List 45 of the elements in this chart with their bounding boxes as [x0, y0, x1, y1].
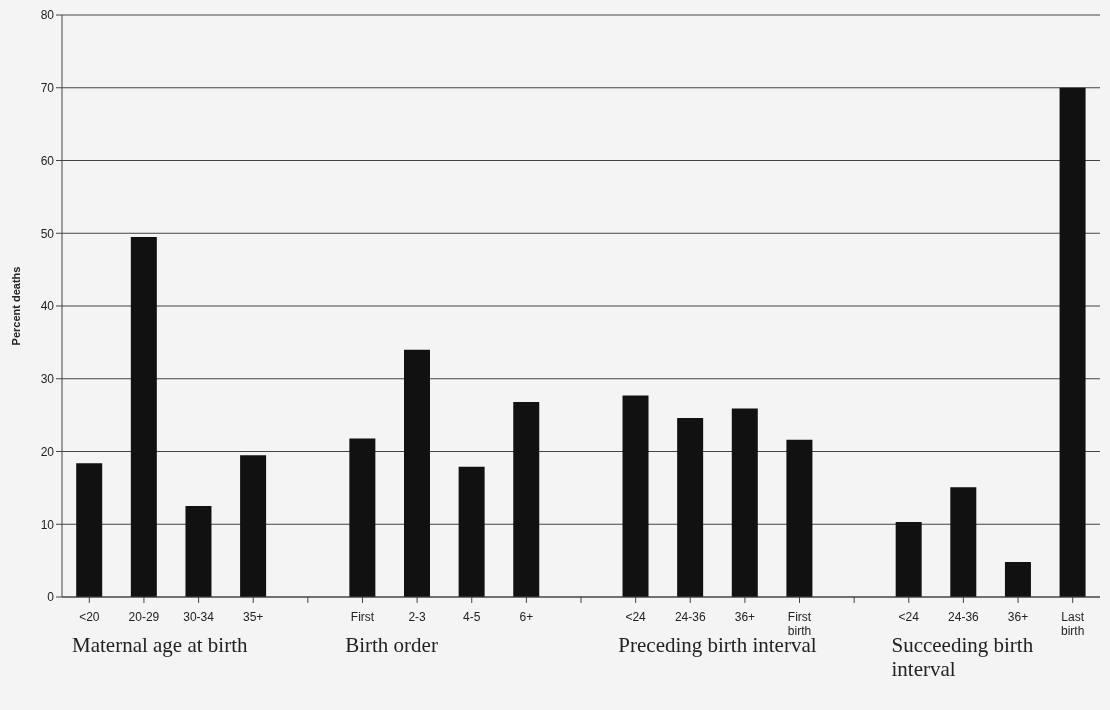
y-tick-label: 10 — [40, 517, 55, 532]
bar — [622, 395, 649, 597]
y-tick-label: 30 — [40, 372, 55, 387]
y-tick-label: 20 — [40, 444, 55, 459]
bar — [1059, 87, 1086, 597]
y-tick-label: 60 — [40, 153, 55, 168]
bar — [950, 487, 977, 597]
bar — [895, 522, 922, 597]
y-tick-label: 70 — [40, 81, 55, 96]
x-tick-label: 2-3 — [408, 610, 427, 624]
x-tick-label: 35+ — [243, 610, 264, 624]
x-tick-label: 36+ — [734, 610, 756, 624]
text: Maternal age at birth — [72, 633, 249, 657]
text: Succeeding birth interval — [891, 633, 1034, 681]
bar — [786, 439, 813, 597]
bar — [403, 349, 430, 597]
bar — [1004, 562, 1031, 597]
x-tick-label: 30-34 — [183, 610, 215, 624]
y-tick-label: 80 — [40, 8, 55, 23]
x-tick-label: First birth — [787, 610, 812, 638]
y-tick-label: 0 — [47, 590, 55, 605]
bar — [677, 418, 704, 597]
bar — [458, 466, 485, 597]
x-tick-label: 4-5 — [463, 610, 481, 624]
bar — [731, 408, 758, 597]
bar — [76, 463, 103, 597]
bar — [349, 438, 376, 597]
x-tick-label: Last birth — [1061, 610, 1085, 638]
x-tick-label: <24 — [625, 610, 647, 624]
x-tick-label: 24-36 — [674, 610, 706, 624]
x-tick-label: First — [350, 610, 375, 624]
x-tick-label: <24 — [898, 610, 920, 624]
x-tick-label: <20 — [79, 610, 100, 624]
x-tick-label: 6+ — [519, 610, 534, 624]
x-tick-label: 24-36 — [948, 610, 980, 624]
x-tick-label: 20-29 — [128, 610, 160, 624]
y-tick-label: 50 — [40, 226, 55, 241]
bar — [240, 455, 267, 597]
bar — [130, 236, 157, 597]
text: Birth order — [345, 633, 439, 657]
x-tick-label: 36+ — [1007, 610, 1029, 624]
y-tick-label: 40 — [40, 299, 55, 314]
bar — [185, 506, 212, 597]
y-axis-title: Percent deaths — [9, 266, 22, 346]
bar — [513, 402, 540, 597]
